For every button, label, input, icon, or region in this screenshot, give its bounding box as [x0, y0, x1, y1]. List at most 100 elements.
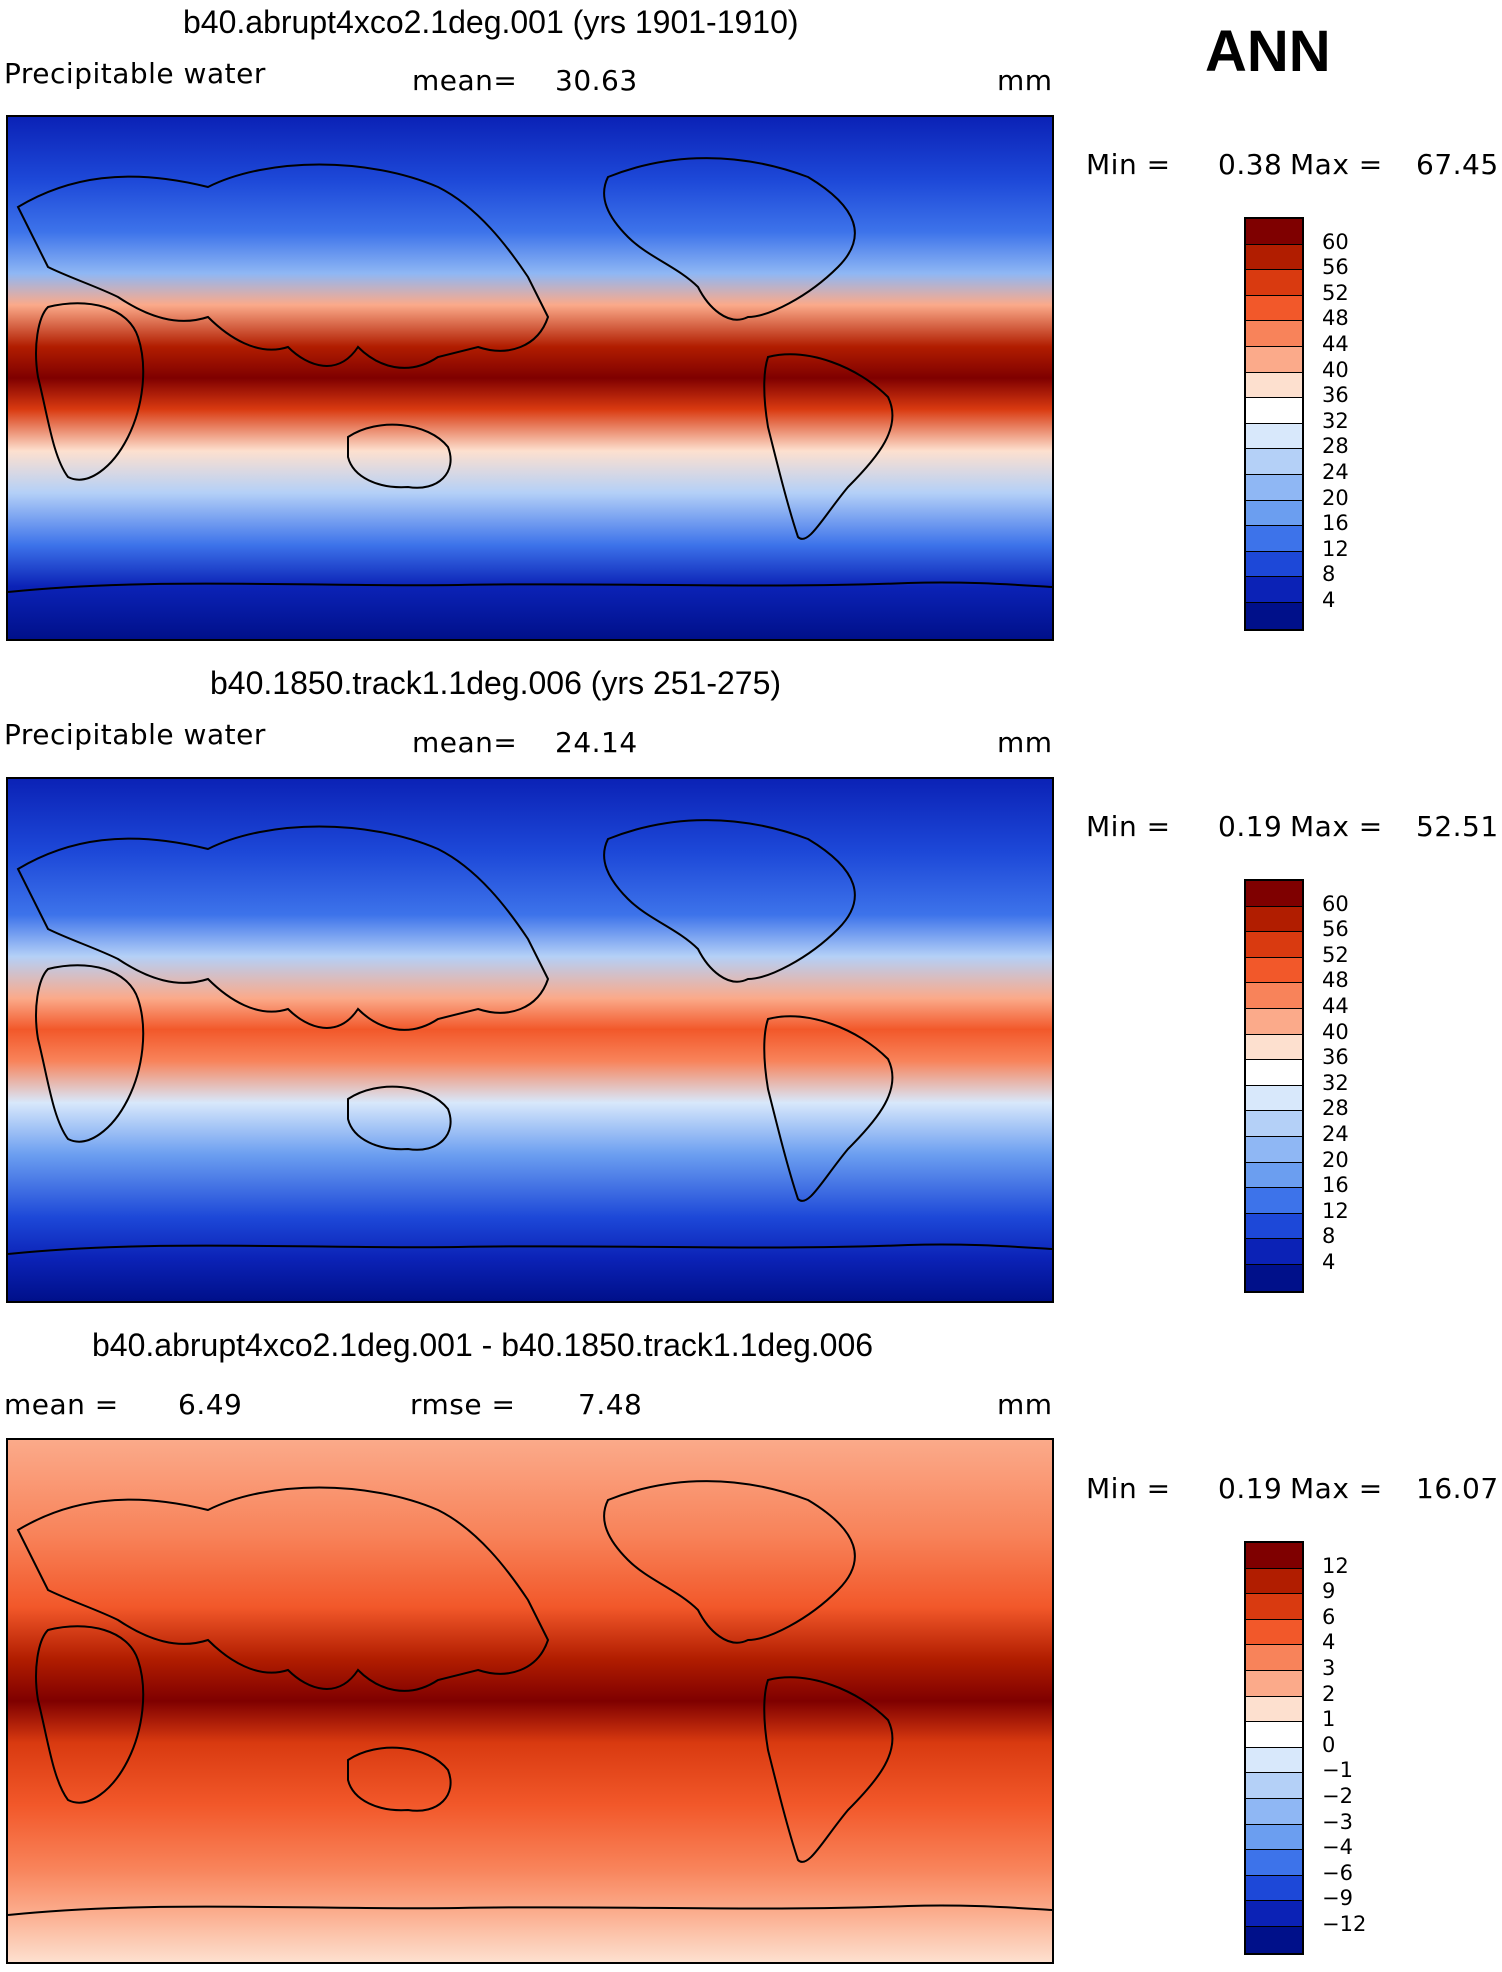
- colorbar-tick-label: 60: [1322, 229, 1349, 254]
- panel-3-field-bg: [8, 1440, 1052, 1962]
- panel-3-rmse-value: 7.48: [578, 1388, 643, 1421]
- colorbar-segment: [1246, 1645, 1302, 1671]
- colorbar-segment: [1246, 1926, 1302, 1953]
- colorbar-segment: [1246, 346, 1302, 373]
- colorbar-segment: [1246, 295, 1302, 322]
- colorbar-tick-label: 32: [1322, 408, 1349, 433]
- colorbar-tick-label: 9: [1322, 1579, 1336, 1604]
- panel-1-max-label: Max =: [1290, 148, 1383, 181]
- colorbar-tick-label: 24: [1322, 1122, 1349, 1146]
- colorbar-tick-label: −12: [1322, 1912, 1367, 1936]
- panel-3-max-label: Max =: [1290, 1472, 1383, 1505]
- colorbar-tick-label: −6: [1322, 1860, 1353, 1885]
- colorbar-segment: [1246, 1239, 1302, 1265]
- coastline-north-america: [603, 157, 856, 321]
- panel-3-colorbar-box: [1244, 1541, 1304, 1955]
- colorbar-segment: [1246, 983, 1302, 1009]
- colorbar-segment: [1246, 321, 1302, 347]
- panel-2-min-value: 0.19: [1218, 810, 1283, 843]
- panel-2-colorbar: [1244, 879, 1304, 1293]
- panel-1-field: [8, 117, 1052, 639]
- coastline-north-america: [603, 819, 856, 983]
- colorbar-segment: [1246, 244, 1302, 271]
- panel-2-colorbar-box: [1244, 879, 1304, 1293]
- colorbar-tick-label: −1: [1322, 1758, 1353, 1783]
- panel-3-units: mm: [997, 1388, 1053, 1421]
- colorbar-tick-label: 48: [1322, 306, 1349, 331]
- colorbar-tick-label: −9: [1322, 1886, 1353, 1911]
- colorbar-segment: [1246, 1213, 1302, 1240]
- colorbar-segment: [1246, 1034, 1302, 1061]
- colorbar-tick-label: 1: [1322, 1707, 1336, 1732]
- coastline-north-america: [603, 1480, 856, 1644]
- coastline-south-america: [763, 1015, 894, 1202]
- panel-2-field: [8, 779, 1052, 1301]
- colorbar-segment: [1246, 1008, 1302, 1035]
- colorbar-tick-label: 4: [1322, 1630, 1336, 1655]
- panel-1-field-bg: [8, 117, 1052, 639]
- colorbar-segment: [1246, 449, 1302, 475]
- colorbar-segment: [1246, 551, 1302, 578]
- colorbar-tick-label: −3: [1322, 1809, 1353, 1834]
- colorbar-tick-label: 12: [1322, 536, 1349, 561]
- coastline-europe-asia: [16, 825, 550, 1031]
- colorbar-segment: [1246, 1875, 1302, 1902]
- colorbar-tick-label: 12: [1322, 1198, 1349, 1223]
- panel-1-variable-label: Precipitable water: [4, 57, 266, 90]
- colorbar-tick-label: 40: [1322, 357, 1349, 382]
- colorbar-tick-label: 52: [1322, 280, 1349, 305]
- colorbar-segment: [1246, 1060, 1302, 1086]
- colorbar-segment: [1246, 1619, 1302, 1646]
- colorbar-tick-label: 56: [1322, 255, 1349, 280]
- coastline-south-america: [763, 353, 894, 540]
- panel-3-title: b40.abrupt4xco2.1deg.001 - b40.1850.trac…: [92, 1327, 874, 1363]
- colorbar-segment: [1246, 1111, 1302, 1137]
- colorbar-segment: [1246, 957, 1302, 984]
- colorbar-segment: [1246, 906, 1302, 933]
- colorbar-tick-label: 56: [1322, 917, 1349, 942]
- colorbar-tick-label: 3: [1322, 1656, 1336, 1680]
- panel-1-max-value: 67.45: [1416, 148, 1499, 181]
- colorbar-segment: [1246, 526, 1302, 552]
- colorbar-tick-label: 52: [1322, 942, 1349, 967]
- colorbar-tick-label: 24: [1322, 460, 1349, 484]
- colorbar-segment: [1246, 1543, 1302, 1569]
- coastline-europe-asia: [16, 163, 550, 369]
- coastline-australia: [347, 1746, 452, 1812]
- colorbar-segment: [1246, 1773, 1302, 1799]
- panel-3-field: [8, 1440, 1052, 1962]
- colorbar-tick-label: 20: [1322, 1147, 1349, 1172]
- colorbar-segment: [1246, 1188, 1302, 1214]
- colorbar-segment: [1246, 577, 1302, 603]
- colorbar-tick-label: 8: [1322, 1224, 1336, 1249]
- colorbar-segment: [1246, 602, 1302, 629]
- colorbar-segment: [1246, 1264, 1302, 1291]
- panel-1-units: mm: [997, 64, 1053, 97]
- panel-2-mean-value: 24.14: [555, 726, 638, 759]
- colorbar-segment: [1246, 423, 1302, 450]
- panel-2-title: b40.1850.track1.1deg.006 (yrs 251-275): [210, 665, 782, 701]
- coastline-south-america: [763, 1676, 894, 1863]
- panel-3-max-value: 16.07: [1416, 1472, 1499, 1505]
- panel-1-title: b40.abrupt4xco2.1deg.001 (yrs 1901-1910): [183, 4, 799, 40]
- colorbar-segment: [1246, 1136, 1302, 1163]
- panel-2-min-label: Min =: [1086, 810, 1171, 843]
- panel-2-variable-label: Precipitable water: [4, 718, 266, 751]
- coastline-australia: [347, 1085, 452, 1151]
- colorbar-segment: [1246, 398, 1302, 424]
- coastline-australia: [347, 423, 452, 489]
- panel-2-max-value: 52.51: [1416, 810, 1499, 843]
- panel-2-field-bg: [8, 779, 1052, 1301]
- panel-2-max-label: Max =: [1290, 810, 1383, 843]
- panel-1-map: [6, 115, 1054, 641]
- panel-3-rmse-label: rmse =: [410, 1388, 516, 1421]
- colorbar-tick-label: 12: [1322, 1553, 1349, 1578]
- colorbar-tick-label: 40: [1322, 1019, 1349, 1044]
- colorbar-tick-label: −4: [1322, 1835, 1353, 1860]
- colorbar-segment: [1246, 474, 1302, 501]
- coastline-africa: [35, 1625, 145, 1804]
- panel-2-mean-label: mean=: [412, 726, 518, 759]
- coastline-africa: [35, 302, 145, 481]
- colorbar-tick-label: 36: [1322, 383, 1349, 408]
- panel-1-min-label: Min =: [1086, 148, 1171, 181]
